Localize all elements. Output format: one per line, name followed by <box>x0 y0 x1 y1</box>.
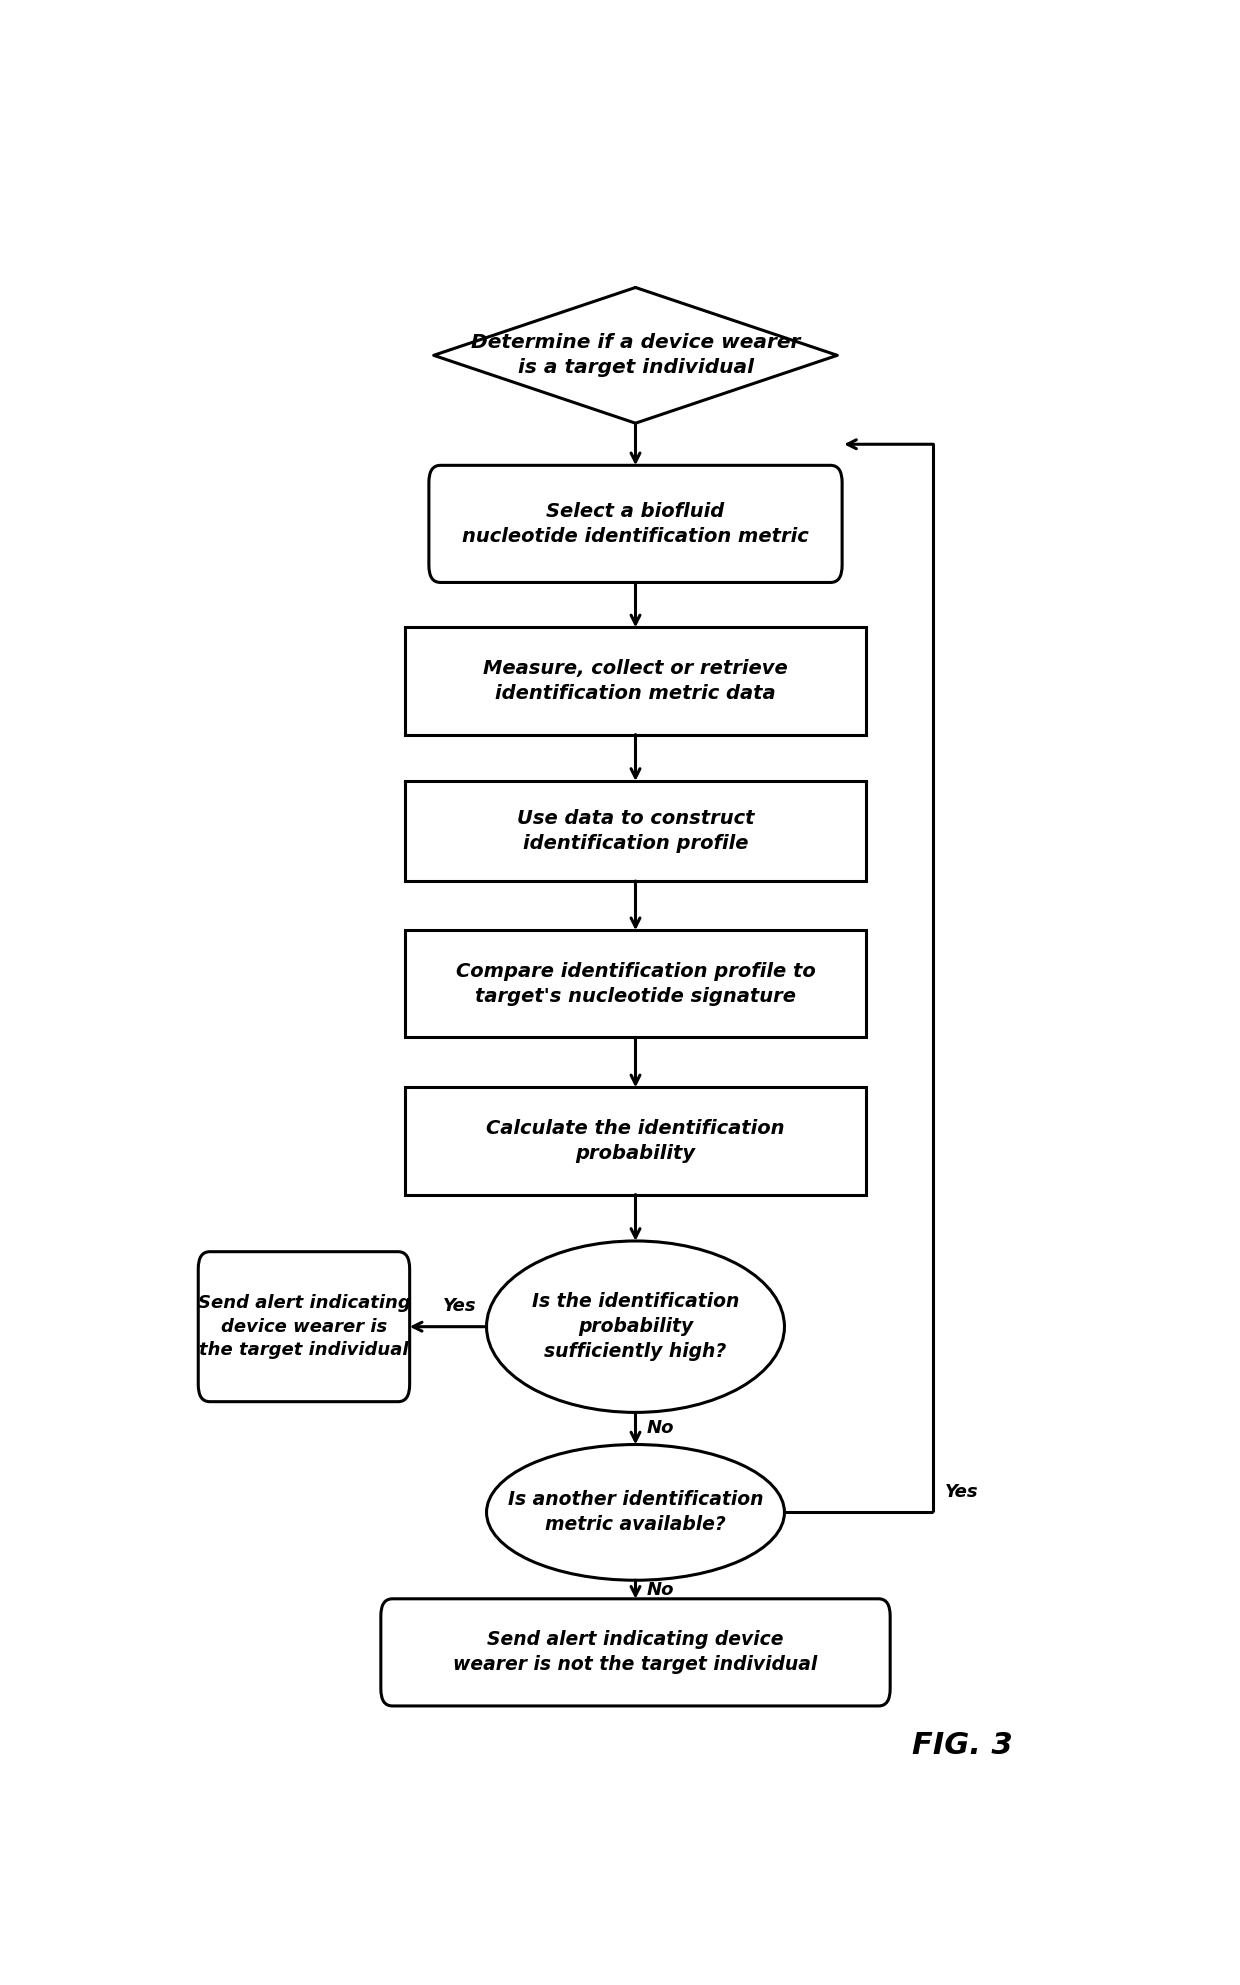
Bar <box>404 1088 866 1195</box>
Text: Use data to construct
identification profile: Use data to construct identification pro… <box>517 810 754 854</box>
Text: Calculate the identification
probability: Calculate the identification probability <box>486 1120 785 1163</box>
Text: Send alert indicating
device wearer is
the target individual: Send alert indicating device wearer is t… <box>197 1294 410 1360</box>
Ellipse shape <box>486 1445 785 1580</box>
Text: Is the identification
probability
sufficiently high?: Is the identification probability suffic… <box>532 1292 739 1362</box>
Text: FIG. 3: FIG. 3 <box>911 1731 1013 1761</box>
Text: Yes: Yes <box>444 1298 477 1316</box>
Text: Send alert indicating device
wearer is not the target individual: Send alert indicating device wearer is n… <box>454 1630 817 1675</box>
Text: Measure, collect or retrieve
identification metric data: Measure, collect or retrieve identificat… <box>484 659 787 703</box>
Text: Yes: Yes <box>945 1483 978 1501</box>
Text: No: No <box>647 1580 675 1598</box>
Text: Select a biofluid
nucleotide identification metric: Select a biofluid nucleotide identificat… <box>463 502 808 546</box>
Text: Determine if a device wearer
is a target individual: Determine if a device wearer is a target… <box>471 333 800 377</box>
FancyBboxPatch shape <box>381 1598 890 1705</box>
Text: Is another identification
metric available?: Is another identification metric availab… <box>507 1491 764 1534</box>
Text: Compare identification profile to
target's nucleotide signature: Compare identification profile to target… <box>455 963 816 1006</box>
Bar <box>404 627 866 734</box>
Ellipse shape <box>486 1241 785 1413</box>
Text: No: No <box>647 1419 675 1437</box>
FancyBboxPatch shape <box>198 1253 409 1401</box>
FancyBboxPatch shape <box>429 464 842 582</box>
Bar <box>404 780 866 881</box>
Bar <box>404 931 866 1038</box>
